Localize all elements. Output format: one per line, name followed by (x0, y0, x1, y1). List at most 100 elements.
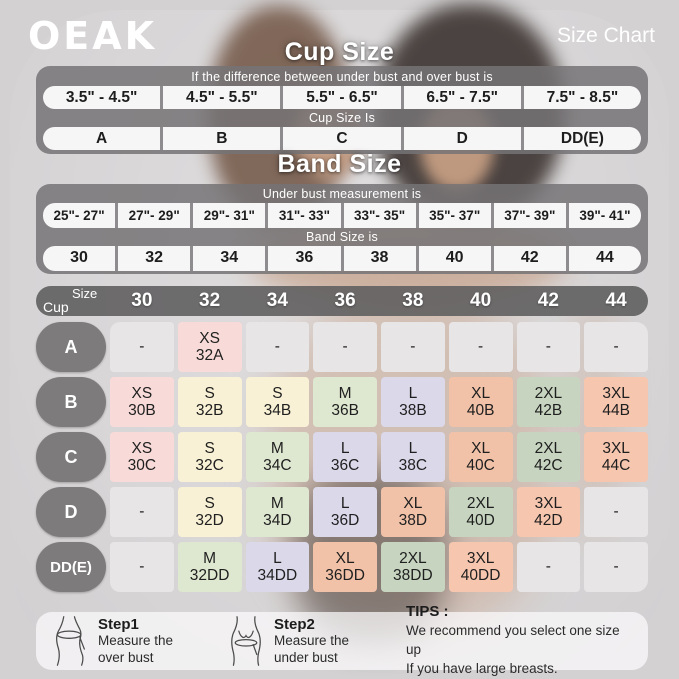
matrix-cell: - (245, 322, 310, 372)
matrix-cell: L 34DD (245, 542, 310, 592)
cup-size-cell: DD(E) (520, 127, 641, 151)
cell-bra-size: 36C (330, 457, 360, 474)
cell-size-label: L (273, 549, 282, 567)
band-size-cell: 30 (70, 249, 88, 267)
cell-bra-size: 34DD (257, 567, 298, 584)
step2-block: Step2 Measure the under bust (274, 616, 376, 666)
cell-size-label: XL (403, 494, 423, 512)
cell-bra-size: 38D (398, 512, 428, 529)
matrix-cell: - (313, 322, 377, 372)
cup-range-cell: 5.5" - 6.5" (280, 86, 400, 110)
cell-bra-size: 42B (534, 402, 563, 419)
cell-size-label: L (340, 494, 350, 512)
cell-bra-size: 40B (466, 402, 495, 419)
matrix-rows: A - XS 32A - - - - - - B XS 30B S 32B S 34B M 36B L 38B XL 40B… (36, 322, 648, 592)
cell-size-label: - (545, 338, 551, 356)
matrix-cell: M 34C (245, 432, 310, 482)
cell-size-label: XS (131, 439, 153, 457)
cell-size-label: 3XL (602, 384, 630, 402)
cell-size-label: XL (471, 384, 491, 402)
cell-size-label: - (545, 558, 551, 576)
step1-title: Step1 (98, 616, 139, 634)
cell-size-label: XS (199, 329, 220, 347)
cell-bra-size: 40D (466, 512, 495, 529)
cell-size-label: XS (131, 384, 153, 402)
cell-size-label: 2XL (534, 384, 563, 402)
matrix-cell: XL 36DD (313, 542, 377, 592)
matrix-cell: S 32D (177, 487, 242, 537)
cell-bra-size: 42C (534, 457, 563, 474)
cell-size-label: S (204, 439, 215, 457)
matrix-cell: L 36C (313, 432, 377, 482)
matrix-cell: - (584, 542, 648, 592)
band-size-cell: 38 (340, 245, 416, 271)
matrix-row-label: DD(E) (36, 542, 106, 592)
matrix-cell: M 34D (245, 487, 310, 537)
step1-block: Step1 Measure the over bust (98, 616, 200, 666)
cup-size-cell: B (160, 127, 280, 151)
cell-size-label: - (613, 503, 619, 521)
cell-size-label: M (270, 439, 284, 457)
matrix-column-header: 34 (266, 290, 288, 311)
band-range-cell: 35"- 37" (415, 203, 491, 229)
cup-sizes-row: A B C D DD(E) (43, 127, 641, 151)
matrix-column-header: 32 (199, 290, 221, 311)
band-size-cell: 40 (415, 245, 491, 271)
tips-title: TIPS : (406, 603, 449, 621)
matrix-cell: 2XL 38DD (381, 542, 445, 592)
cup-size-cell: C (280, 127, 400, 151)
cup-size-title: Cup Size (284, 38, 395, 66)
cell-size-label: M (203, 549, 217, 567)
cell-size-label: M (270, 494, 284, 512)
matrix-cell: XL 38D (381, 487, 445, 537)
matrix-cell: S 32C (177, 432, 242, 482)
matrix-column-header: 36 (334, 290, 356, 311)
cell-size-label: S (272, 384, 283, 402)
cell-size-label: 3XL (466, 549, 495, 567)
band-size-cell: 42 (490, 245, 566, 271)
cup-range-cell: 7.5" - 8.5" (520, 86, 641, 110)
matrix-row: D - S 32D M 34D L 36D XL 38D 2XL 40D 3XL 42D - (36, 487, 648, 537)
matrix-cell: - (584, 487, 648, 537)
step2-line1: Measure the (274, 633, 350, 649)
cup-ranges-row: 3.5" - 4.5" 4.5" - 5.5" 5.5" - 6.5" 6.5" - … (43, 86, 641, 110)
matrix-cell: 3XL 44C (584, 432, 648, 482)
band-ranges-row: 25"- 27" 27"- 29" 29"- 31" 31"- 33" 33"- 35"… (43, 203, 641, 229)
matrix-corner: Size Cup (36, 286, 106, 316)
footer-bar: Step1 Measure the over bust Step2 Measur… (36, 603, 648, 676)
tips-block: TIPS : We recommend you select one size … (406, 603, 634, 679)
cell-bra-size: 32B (195, 402, 224, 419)
matrix-row: C XS 30C S 32C M 34C L 36C L 38C XL 40C 2XL 42C 3XL 44C (36, 432, 648, 482)
cell-size-label: 3XL (602, 439, 630, 457)
band-range-cell: 33"- 35" (340, 203, 416, 229)
matrix-row: B XS 30B S 32B S 34B M 36B L 38B XL 40B 2XL 42B 3XL 44B (36, 377, 648, 427)
band-size-cell: 34 (190, 245, 265, 271)
cell-size-label: L (408, 439, 418, 457)
band-size-cell: 36 (265, 245, 340, 271)
matrix-cell: 2XL 42C (516, 432, 581, 482)
band-instruction: Under bust measurement is (262, 187, 422, 202)
matrix-cell: M 32DD (177, 542, 242, 592)
cell-size-label: S (204, 384, 215, 402)
cell-bra-size: 36B (331, 402, 359, 419)
matrix-column-header: 40 (470, 290, 492, 311)
band-size-table: Under bust measurement is 25"- 27" 27"- 2… (36, 184, 648, 274)
cup-range-cell: 4.5" - 5.5" (160, 86, 280, 110)
matrix-header: Size Cup 30 32 34 36 38 40 42 44 (36, 286, 648, 316)
matrix-cell: - (516, 542, 581, 592)
matrix-cell: 2XL 40D (448, 487, 513, 537)
matrix-column-header: 30 (131, 290, 153, 311)
cell-bra-size: 44C (601, 457, 631, 474)
cell-bra-size: 40C (466, 457, 495, 474)
matrix-column-header: 38 (402, 290, 424, 311)
matrix-cell: L 38B (381, 377, 445, 427)
cell-size-label: L (340, 439, 350, 457)
matrix-row: DD(E) - M 32DD L 34DD XL 36DD 2XL 38DD 3XL 40DD - - (36, 542, 648, 592)
cell-size-label: - (139, 503, 145, 521)
matrix-cell: - (584, 322, 648, 372)
cell-bra-size: 42D (534, 512, 563, 529)
band-size-title: Band Size (277, 150, 402, 178)
cell-size-label: - (139, 558, 145, 576)
cell-size-label: 2XL (399, 549, 427, 567)
